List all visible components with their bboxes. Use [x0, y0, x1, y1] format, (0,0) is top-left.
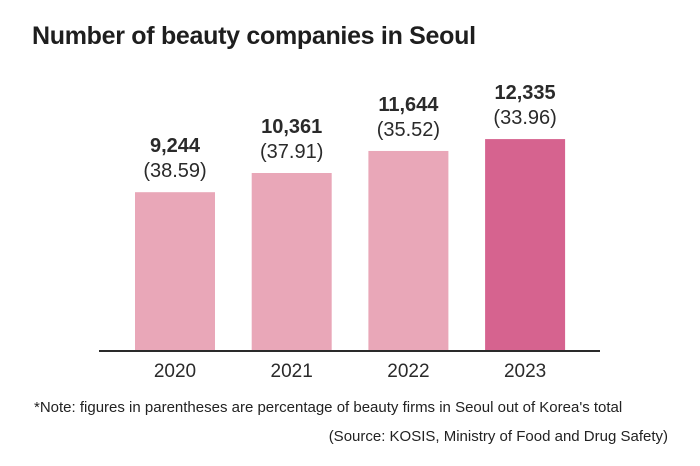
footnote: *Note: figures in parentheses are percen… — [34, 399, 623, 416]
bar-chart: 9,244 (38.59) 2020 10,361 (37.91) 2021 11,644 (… — [99, 82, 600, 382]
labels-group: 9,244 (38.59) 2020 10,361 (37.91) 2021 11,644 (… — [143, 82, 556, 382]
value-label-2021: 10,361 — [261, 116, 322, 138]
source-citation: (Source: KOSIS, Ministry of Food and Dru… — [328, 428, 668, 445]
x-tick-label-2022: 2022 — [387, 361, 429, 382]
chart-title: Number of beauty companies in Seoul — [32, 22, 476, 50]
value-label-2023: 12,335 — [495, 82, 556, 104]
bar-2020 — [135, 192, 215, 351]
x-tick-label-2023: 2023 — [504, 361, 546, 382]
share-label-2020: (38.59) — [143, 160, 206, 182]
x-tick-label-2021: 2021 — [271, 361, 313, 382]
bar-2023 — [485, 139, 566, 351]
value-label-2020: 9,244 — [150, 135, 201, 157]
bar-2021 — [251, 172, 332, 351]
bar-2022 — [368, 150, 449, 351]
bars-group — [135, 139, 566, 351]
x-tick-label-2020: 2020 — [154, 361, 196, 382]
share-label-2021: (37.91) — [260, 141, 323, 163]
share-label-2023: (33.96) — [493, 107, 556, 129]
share-label-2022: (35.52) — [377, 119, 440, 141]
value-label-2022: 11,644 — [378, 94, 439, 116]
